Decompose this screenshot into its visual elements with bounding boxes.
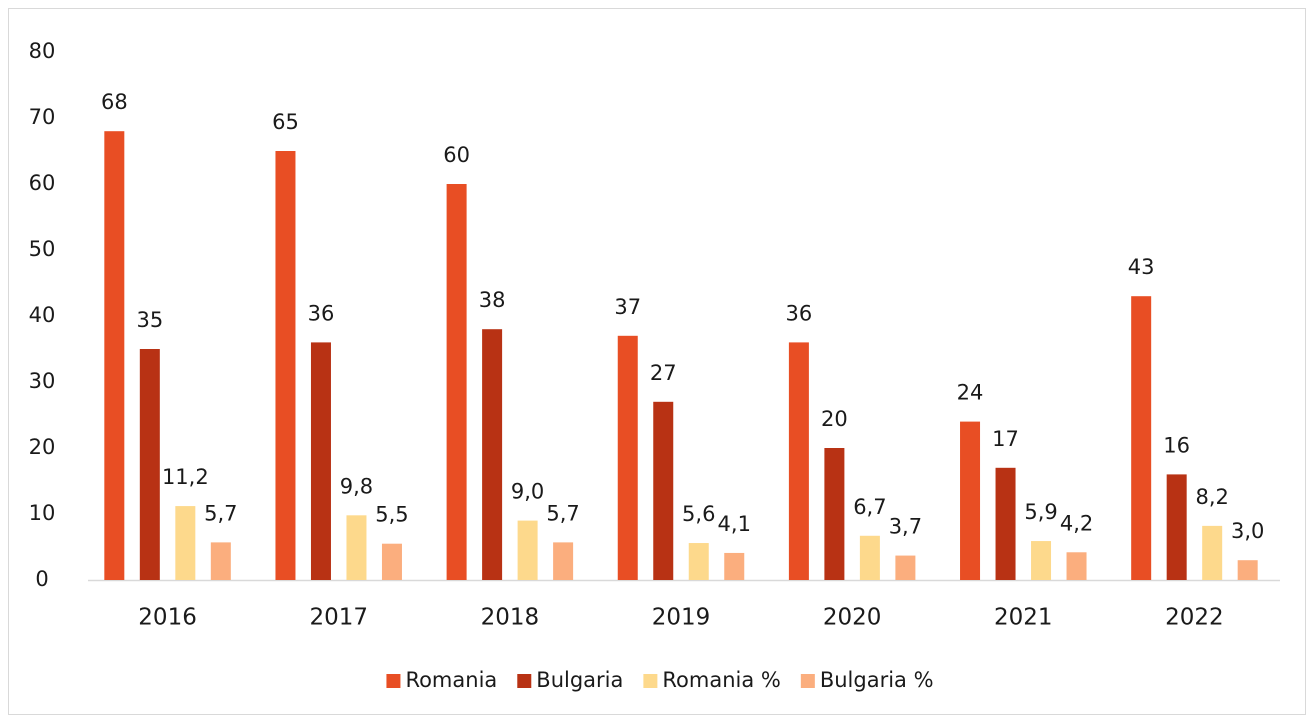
x-tick-label: 2016 [138, 605, 197, 631]
data-label: 43 [1128, 255, 1155, 279]
y-tick-label: 0 [35, 567, 48, 591]
bar [175, 506, 196, 580]
data-label: 36 [308, 301, 335, 325]
legend-label: Bulgaria [536, 668, 623, 692]
data-label: 27 [650, 361, 677, 385]
y-tick-label: 60 [29, 171, 56, 195]
bar [995, 467, 1016, 580]
bar [653, 401, 674, 580]
data-label: 60 [443, 143, 470, 167]
data-label: 5,6 [682, 502, 715, 526]
data-label: 20 [821, 407, 848, 431]
bar [960, 421, 981, 580]
bar [517, 520, 538, 580]
bar [1031, 541, 1052, 580]
y-tick-label: 20 [29, 435, 56, 459]
y-tick-label: 10 [29, 501, 56, 525]
bar [553, 542, 574, 580]
legend-swatch [517, 674, 532, 688]
bar [310, 342, 331, 580]
data-label: 11,2 [162, 465, 209, 489]
data-label: 5,7 [204, 501, 237, 525]
data-label: 16 [1163, 433, 1190, 457]
data-label: 38 [479, 288, 506, 312]
bar [1202, 525, 1223, 580]
legend-swatch [643, 674, 658, 688]
bar [1237, 560, 1258, 580]
bar [1166, 474, 1187, 580]
data-label: 35 [136, 308, 163, 332]
data-label: 3,7 [889, 515, 922, 539]
data-label: 36 [786, 301, 813, 325]
data-label: 8,2 [1195, 485, 1228, 509]
bar [482, 329, 503, 580]
y-tick-label: 50 [29, 237, 56, 261]
data-label: 5,5 [375, 503, 408, 527]
data-label: 37 [614, 295, 641, 319]
data-label: 17 [992, 427, 1019, 451]
x-tick-label: 2019 [652, 605, 711, 631]
legend-swatch [800, 674, 815, 688]
data-label: 5,9 [1024, 500, 1057, 524]
x-tick-label: 2017 [309, 605, 368, 631]
bar [859, 535, 880, 580]
data-label: 4,1 [718, 512, 751, 536]
bar [824, 448, 845, 580]
bar [139, 349, 160, 580]
x-tick-label: 2021 [994, 605, 1053, 631]
bar [1066, 552, 1087, 580]
data-label: 9,8 [340, 474, 373, 498]
data-label: 6,7 [853, 495, 886, 519]
bar [446, 184, 467, 580]
bar [381, 543, 402, 580]
bar [724, 552, 745, 580]
legend-label: Romania [405, 668, 497, 692]
bar [895, 555, 916, 580]
legend-label: Romania % [662, 668, 780, 692]
bar [788, 342, 809, 580]
data-label: 65 [272, 110, 299, 134]
legend-swatch [386, 674, 401, 688]
data-label: 3,0 [1231, 519, 1264, 543]
y-tick-label: 80 [29, 39, 56, 63]
y-tick-label: 30 [29, 369, 56, 393]
y-tick-label: 70 [29, 105, 56, 129]
bar [346, 515, 367, 580]
x-tick-label: 2018 [481, 605, 540, 631]
bar [275, 151, 296, 580]
data-label: 9,0 [511, 480, 544, 504]
data-label: 4,2 [1060, 511, 1093, 535]
data-label: 24 [957, 381, 984, 405]
bar [1131, 296, 1152, 580]
data-label: 5,7 [546, 501, 579, 525]
legend-label: Bulgaria % [820, 668, 934, 692]
bar [104, 131, 125, 580]
y-tick-label: 40 [29, 303, 56, 327]
data-label: 68 [101, 90, 128, 114]
bar [617, 335, 638, 580]
bar [688, 543, 709, 580]
x-tick-label: 2022 [1165, 605, 1224, 631]
bar [210, 542, 231, 580]
chart-border [8, 8, 1306, 715]
x-tick-label: 2020 [823, 605, 882, 631]
